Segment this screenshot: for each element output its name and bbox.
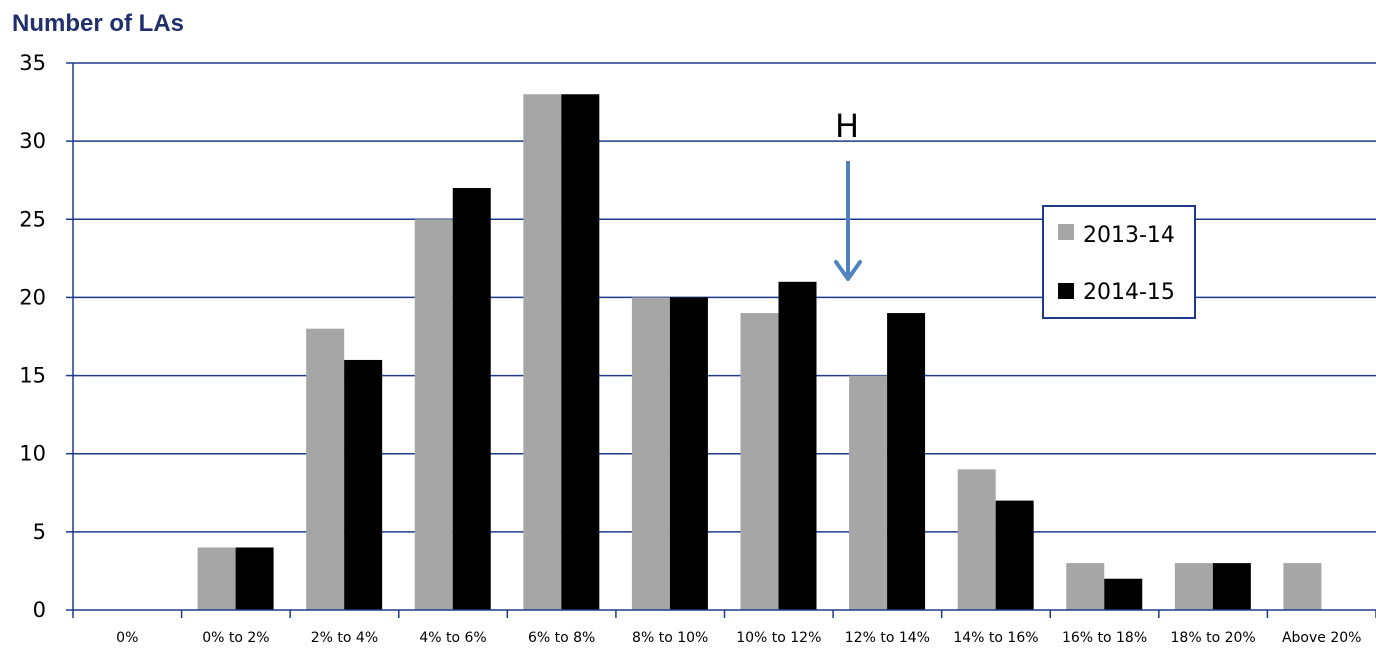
legend-label-2014-15: 2014-15 bbox=[1083, 280, 1175, 305]
bar-2013-14-10-to-12- bbox=[740, 313, 779, 610]
annotation-label: H bbox=[835, 107, 859, 145]
bar-2014-15-12-to-14- bbox=[887, 313, 926, 610]
bars bbox=[197, 94, 1322, 611]
bar-2013-14-4-to-6- bbox=[414, 219, 453, 611]
y-tick-label-20: 20 bbox=[19, 285, 46, 309]
y-tick-label-10: 10 bbox=[19, 442, 46, 466]
x-tick-label-10-to-12-: 10% to 12% bbox=[736, 630, 821, 646]
y-tick-label-0: 0 bbox=[33, 598, 46, 622]
y-tick-label-15: 15 bbox=[19, 364, 46, 388]
bar-2014-15-0-to-2- bbox=[235, 547, 274, 610]
x-tick-label-Above-20-: Above 20% bbox=[1282, 630, 1362, 646]
bar-2013-14-14-to-16- bbox=[957, 469, 996, 610]
x-tick-label-18-to-20-: 18% to 20% bbox=[1171, 630, 1256, 646]
bar-2014-15-10-to-12- bbox=[778, 281, 817, 610]
bar-2014-15-2-to-4- bbox=[344, 359, 383, 610]
bar-2014-15-8-to-10- bbox=[669, 297, 708, 610]
bar-2014-15-4-to-6- bbox=[452, 188, 491, 610]
y-axis-title: Number of LAs bbox=[12, 10, 184, 37]
x-tick-label-0-: 0% bbox=[116, 630, 138, 646]
x-tick-label-6-to-8-: 6% to 8% bbox=[528, 630, 595, 646]
legend: 2013-14 2014-15 bbox=[1042, 205, 1196, 319]
y-tick-label-35: 35 bbox=[19, 51, 46, 75]
bar-2013-14-6-to-8- bbox=[523, 94, 562, 610]
x-tick-label-2-to-4-: 2% to 4% bbox=[311, 630, 378, 646]
bar-2013-14-Above-20- bbox=[1283, 563, 1322, 610]
bar-2013-14-2-to-4- bbox=[306, 328, 345, 610]
bar-2013-14-0-to-2- bbox=[197, 547, 236, 610]
x-tick-label-16-to-18-: 16% to 18% bbox=[1062, 630, 1147, 646]
x-tick-label-8-to-10-: 8% to 10% bbox=[632, 630, 708, 646]
x-tick-label-0-to-2-: 0% to 2% bbox=[202, 630, 269, 646]
y-tick-labels: 0 5 10 15 20 25 30 35 bbox=[19, 51, 46, 622]
bar-2013-14-8-to-10- bbox=[631, 297, 670, 610]
x-tick-label-12-to-14-: 12% to 14% bbox=[845, 630, 930, 646]
legend-swatch-2014-15 bbox=[1058, 283, 1074, 299]
bar-2014-15-16-to-18- bbox=[1104, 578, 1143, 610]
axes bbox=[66, 62, 1376, 618]
legend-swatch-2013-14 bbox=[1058, 224, 1074, 240]
y-tick-label-25: 25 bbox=[19, 207, 46, 231]
x-tick-label-4-to-6-: 4% to 6% bbox=[419, 630, 486, 646]
bar-2014-15-6-to-8- bbox=[561, 94, 600, 610]
bar-2013-14-16-to-18- bbox=[1066, 563, 1105, 610]
annotation-arrow: H bbox=[834, 107, 862, 281]
y-tick-label-5: 5 bbox=[33, 520, 46, 544]
x-tick-labels: 0% 0% to 2% 2% to 4% 4% to 6% 6% to 8% 8% to … bbox=[116, 630, 1361, 646]
bar-2013-14-18-to-20- bbox=[1174, 563, 1213, 610]
gridlines bbox=[73, 62, 1376, 533]
bar-2013-14-12-to-14- bbox=[849, 375, 888, 610]
legend-label-2013-14: 2013-14 bbox=[1083, 223, 1175, 248]
x-tick-label-14-to-16-: 14% to 16% bbox=[953, 630, 1038, 646]
y-tick-label-30: 30 bbox=[19, 129, 46, 153]
arrow-head bbox=[834, 260, 862, 281]
bar-2014-15-18-to-20- bbox=[1212, 563, 1251, 610]
bar-2014-15-14-to-16- bbox=[995, 500, 1034, 610]
